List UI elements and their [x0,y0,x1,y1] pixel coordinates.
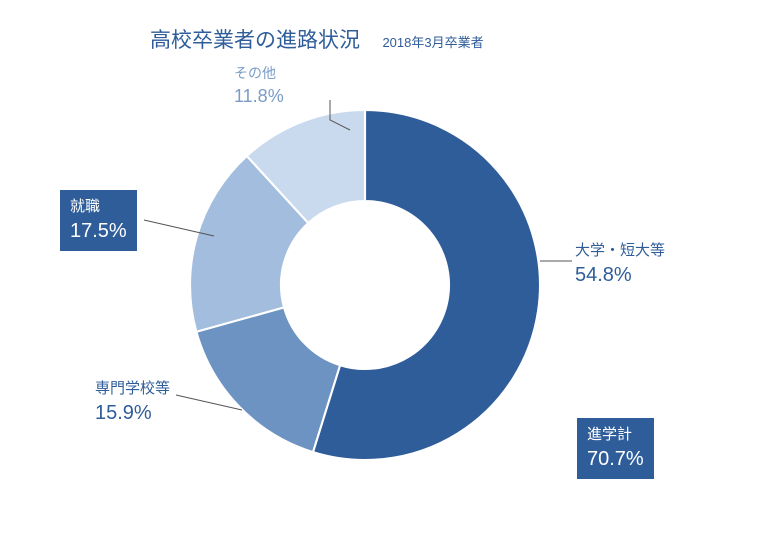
label-value-other: 11.8% [234,84,284,109]
slice-vocational [196,307,340,452]
label-name-university: 大学・短大等 [575,240,665,261]
label-name-employment: 就職 [70,196,127,217]
label-name-summary: 進学計 [587,424,644,445]
chart-title: 高校卒業者の進路状況 [150,24,360,54]
label-summary: 進学計70.7% [577,418,654,479]
chart-subtitle: 2018年3月卒業者 [382,32,483,51]
label-university: 大学・短大等54.8% [575,240,665,289]
label-name-other: その他 [234,64,284,84]
label-employment: 就職17.5% [60,190,137,251]
label-vocational: 専門学校等15.9% [95,378,170,427]
donut-chart [190,110,540,460]
label-name-vocational: 専門学校等 [95,378,170,399]
label-value-summary: 70.7% [587,445,644,473]
label-other: その他11.8% [234,64,284,109]
label-value-vocational: 15.9% [95,399,170,427]
label-value-university: 54.8% [575,261,665,289]
label-value-employment: 17.5% [70,217,127,245]
chart-title-area: 高校卒業者の進路状況 2018年3月卒業者 [150,24,484,54]
